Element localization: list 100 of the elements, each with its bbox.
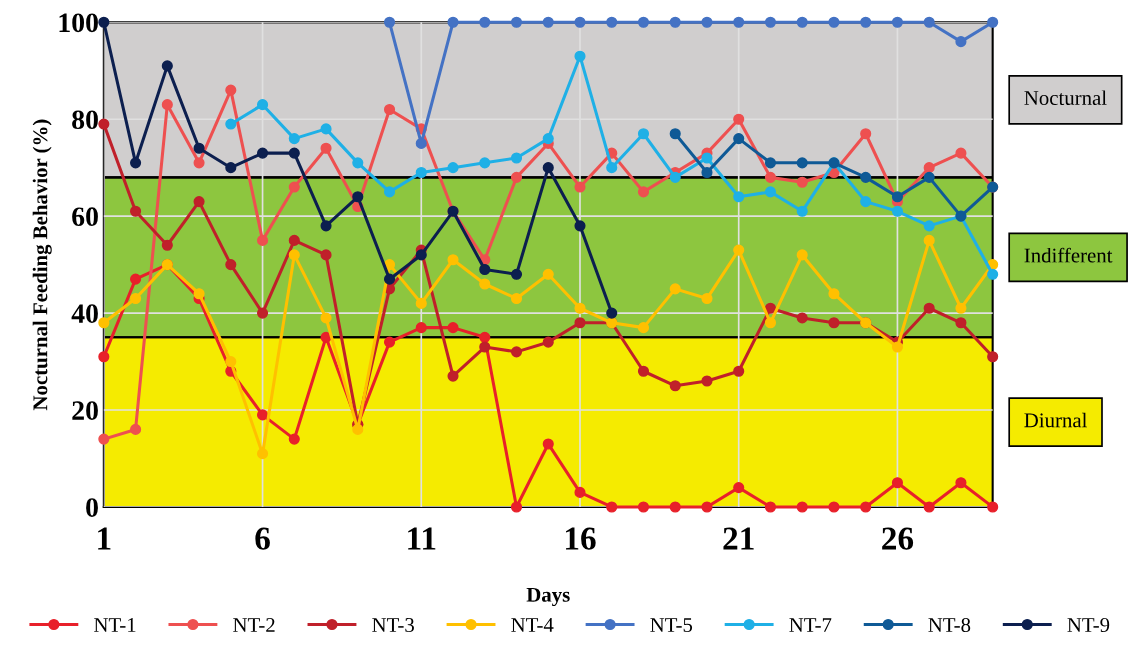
point — [891, 477, 903, 489]
point — [860, 171, 872, 183]
point — [637, 128, 650, 140]
point — [542, 438, 554, 450]
point — [256, 409, 269, 421]
point — [479, 341, 491, 353]
point — [669, 501, 681, 513]
legend-label: NT-1 — [94, 618, 136, 632]
x-tick-label: 6 — [255, 527, 270, 550]
point — [574, 50, 586, 62]
point — [860, 501, 872, 513]
point — [796, 249, 808, 261]
band-label: Nocturnal — [1024, 90, 1107, 106]
point — [415, 322, 427, 334]
legend-label: NT-7 — [789, 618, 832, 632]
point — [415, 249, 427, 261]
point — [479, 263, 491, 276]
point — [98, 118, 110, 130]
point — [923, 162, 935, 174]
point — [669, 380, 681, 392]
point — [447, 16, 459, 28]
point — [987, 268, 999, 280]
point — [669, 128, 681, 140]
point — [510, 171, 523, 183]
point — [130, 157, 142, 169]
point — [923, 302, 935, 314]
point — [415, 297, 427, 309]
point — [701, 292, 713, 305]
x-tick-label: 1 — [98, 527, 111, 550]
point — [479, 278, 491, 290]
point — [479, 331, 491, 343]
point — [796, 16, 808, 28]
point — [891, 341, 903, 353]
point — [923, 220, 935, 232]
band-label: Diurnal — [1024, 412, 1087, 428]
point — [193, 288, 205, 300]
point — [130, 423, 142, 435]
point — [98, 351, 110, 363]
point — [383, 259, 396, 271]
point — [955, 36, 967, 48]
point — [510, 292, 523, 305]
point — [193, 196, 205, 208]
point — [256, 448, 269, 460]
x-tick-label: 16 — [566, 527, 596, 550]
x-tick-label: 26 — [882, 527, 914, 550]
point — [606, 162, 618, 174]
point — [764, 157, 777, 169]
point — [510, 152, 523, 164]
point — [161, 239, 173, 251]
point — [542, 162, 554, 174]
point — [542, 16, 554, 28]
y-tick-label: 60 — [72, 207, 98, 227]
point — [701, 375, 713, 387]
point — [447, 254, 459, 266]
point — [320, 142, 332, 154]
point — [542, 336, 554, 348]
point — [320, 220, 332, 232]
point — [288, 234, 300, 246]
point — [320, 312, 332, 324]
point — [288, 133, 300, 145]
point — [574, 220, 586, 232]
point — [383, 336, 396, 348]
point — [383, 16, 396, 28]
point — [733, 482, 745, 494]
point — [955, 147, 967, 159]
point — [828, 501, 840, 513]
y-tick-label: 0 — [86, 498, 98, 517]
point — [796, 205, 808, 217]
point — [98, 317, 110, 329]
legend-label: NT-9 — [1067, 618, 1110, 633]
point — [669, 283, 681, 295]
y-tick-label: 20 — [72, 401, 98, 420]
point — [574, 16, 586, 28]
point — [130, 273, 142, 285]
point — [383, 103, 396, 116]
legend-label: NT-8 — [928, 617, 971, 633]
point — [796, 312, 808, 324]
point — [828, 16, 840, 28]
point — [796, 157, 808, 169]
point — [860, 16, 872, 28]
point — [479, 157, 491, 169]
point — [764, 16, 777, 28]
point — [288, 181, 300, 193]
point — [193, 157, 205, 169]
point — [256, 307, 269, 319]
point — [637, 186, 650, 198]
point — [796, 501, 808, 513]
y-tick-label: 100 — [59, 13, 98, 33]
legend-label: NT-4 — [511, 618, 554, 632]
point — [637, 365, 650, 377]
point — [733, 244, 745, 256]
point — [733, 133, 745, 145]
point — [955, 302, 967, 314]
point — [669, 16, 681, 28]
point — [383, 273, 396, 285]
point — [225, 356, 237, 368]
y-tick-label: 80 — [72, 110, 98, 130]
point — [288, 433, 300, 445]
point — [764, 302, 777, 314]
point — [637, 501, 650, 513]
